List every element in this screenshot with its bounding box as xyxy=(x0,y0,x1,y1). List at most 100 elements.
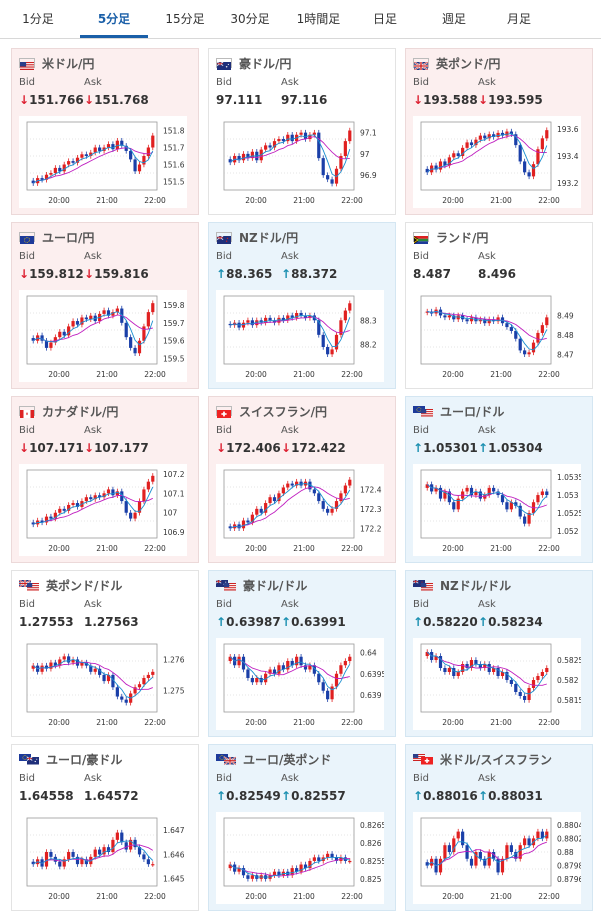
moving-average-line xyxy=(426,134,547,173)
tab-1[interactable]: 5分足 xyxy=(80,0,148,38)
bid-value-text: 172.406 xyxy=(226,441,281,455)
rate-card[interactable]: 米ドル/円 Bid Ask ↓151.766 ↓151.768 151.8 151.7 151… xyxy=(11,48,199,215)
moving-average-short-line xyxy=(33,486,154,525)
candle-body xyxy=(496,491,500,496)
candle-body xyxy=(540,491,544,496)
x-tick-label: 22:00 xyxy=(144,892,166,901)
pair-title[interactable]: 豪ドル/ドル xyxy=(215,578,307,593)
candle-body xyxy=(518,692,522,696)
ask-label: Ask xyxy=(281,425,299,436)
candle-body xyxy=(40,178,44,180)
trend-arrow-icon: ↑ xyxy=(216,267,227,281)
candle-body xyxy=(98,668,102,675)
candle-body xyxy=(241,153,246,161)
candle-body xyxy=(286,134,290,142)
candle-body xyxy=(53,512,57,519)
candle-body xyxy=(237,156,241,161)
candle-body xyxy=(89,152,93,156)
tab-4[interactable]: 1時間足 xyxy=(296,12,341,26)
rate-card[interactable]: カナダドル/円 Bid Ask ↓107.171 ↓107.177 107.2 107.1 1… xyxy=(11,396,199,563)
pair-title[interactable]: 米ドル/スイスフラン xyxy=(413,752,553,767)
tab-7[interactable]: 月足 xyxy=(506,12,531,26)
candle-body xyxy=(53,337,57,343)
rate-card[interactable]: 米ドル/スイスフラン Bid Ask ↑0.88016 ↑0.88031 0.8804 0.… xyxy=(405,744,593,911)
pair-title[interactable]: 英ポンド/円 xyxy=(413,56,500,71)
candle-body xyxy=(290,134,294,142)
chart-svg: 172.4 172.3 172.2 20:00 21:00 22:00 xyxy=(223,469,382,553)
candle-body xyxy=(308,481,312,490)
moving-average-short-line xyxy=(427,311,548,351)
tab-3[interactable]: 30分足 xyxy=(230,12,270,26)
ask-value-text: 8.496 xyxy=(478,267,516,281)
rate-card[interactable]: ユーロ/円 Bid Ask ↓159.812 ↓159.816 159.8 159.7 159… xyxy=(11,222,199,389)
tab-6[interactable]: 週足 xyxy=(441,12,466,26)
pair-title[interactable]: ユーロ/円 xyxy=(19,230,94,245)
pair-title[interactable]: スイスフラン/円 xyxy=(216,404,327,419)
rate-card[interactable]: スイスフラン/円 Bid Ask ↓172.406 ↓172.422 172.4 172.3… xyxy=(208,396,396,563)
y-tick-label: 172.4 xyxy=(360,485,382,494)
pair-title[interactable]: ユーロ/豪ドル xyxy=(19,752,122,767)
candle-body xyxy=(303,864,308,869)
rate-card[interactable]: NZドル/円 Bid Ask ↑88.365 ↑88.372 88.3 88.2 20:00 2… xyxy=(208,222,396,389)
bid-label: Bid xyxy=(216,77,232,88)
candle-body xyxy=(89,315,93,320)
bid-value-text: 193.588 xyxy=(423,93,478,107)
rate-card[interactable]: 英ポンド/ドル Bid Ask 1.27553 1.27563 1.276 1.275 20:… xyxy=(11,570,199,737)
y-tick-label: 1.647 xyxy=(163,826,185,835)
rate-card[interactable]: ユーロ/英ポンド Bid Ask ↑0.82549 ↑0.82557 0.8265 0.82… xyxy=(208,744,396,911)
tab-2[interactable]: 15分足 xyxy=(165,12,205,26)
candle-body xyxy=(44,852,49,867)
moving-average-short-line xyxy=(32,311,154,346)
y-tick-label: 0.8804 xyxy=(557,821,581,830)
y-tick-label: 0.8798 xyxy=(557,862,581,871)
candle-body xyxy=(268,669,272,674)
pair-title[interactable]: ランド/円 xyxy=(413,230,488,245)
candle-body xyxy=(518,145,522,162)
ask-label: Ask xyxy=(478,251,496,262)
pair-title[interactable]: カナダドル/円 xyxy=(19,404,118,419)
bid-value-text: 0.88016 xyxy=(423,789,478,803)
tab-0[interactable]: 1分足 xyxy=(22,12,54,26)
rate-card[interactable]: ユーロ/ドル Bid Ask ↑1.05301 ↑1.05304 1.0535 1.053 1… xyxy=(405,396,593,563)
candle-body xyxy=(290,315,294,318)
x-tick-label: 22:00 xyxy=(538,892,560,901)
candle-body xyxy=(523,350,527,355)
price-chart: 151.8 151.7 151.6 151.5 20:00 21:00 22:00 xyxy=(19,116,187,208)
pair-title-text: 米ドル/スイスフラン xyxy=(440,752,553,767)
rate-card[interactable]: 豪ドル/円 Bid Ask 97.111 97.116 97.1 97 96.9 20:00 21… xyxy=(208,48,396,215)
rate-card[interactable]: NZドル/ドル Bid Ask ↑0.58220 ↑0.58234 0.5825 0.582… xyxy=(405,570,593,737)
rate-card[interactable]: 豪ドル/ドル Bid Ask ↑0.63987 ↑0.63991 0.64 0.6395 0.… xyxy=(208,570,396,737)
candle-body xyxy=(483,319,487,324)
candle-body xyxy=(111,144,115,150)
candle-body xyxy=(531,680,536,688)
pair-title[interactable]: NZドル/ドル xyxy=(412,578,511,593)
rate-card[interactable]: 英ポンド/円 Bid Ask ↓193.588 ↓193.595 193.6 193.4 19… xyxy=(405,48,593,215)
candle-body xyxy=(120,140,124,146)
pair-title[interactable]: NZドル/円 xyxy=(216,230,298,245)
pair-title[interactable]: ユーロ/英ポンド xyxy=(216,752,331,767)
y-tick-label: 0.8255 xyxy=(360,857,384,866)
candle-body xyxy=(58,659,62,666)
candle-body xyxy=(447,845,451,852)
bid-value: ↓151.766 xyxy=(19,93,84,107)
ask-value: ↑0.58234 xyxy=(478,615,543,629)
pair-title[interactable]: ユーロ/ドル xyxy=(413,404,504,419)
rate-card[interactable]: ランド/円 Bid Ask 8.487 8.496 8.49 8.48 8.47 20:00 21… xyxy=(405,222,593,389)
candle-body xyxy=(75,157,80,163)
pair-title[interactable]: 豪ドル/円 xyxy=(216,56,291,71)
candle-body xyxy=(492,487,496,492)
price-chart: 0.8804 0.8802 0.88 0.8798 0.8796 20:00 21:00 22… xyxy=(413,812,583,904)
ask-value-text: 0.63991 xyxy=(291,615,346,629)
pair-title[interactable]: 英ポンド/ドル xyxy=(18,578,122,593)
moving-average-short-line xyxy=(32,144,154,184)
candle-body xyxy=(58,508,62,513)
candle-body xyxy=(343,310,347,321)
candle-body xyxy=(500,672,505,676)
trend-arrow-icon: ↑ xyxy=(478,789,489,803)
pair-title[interactable]: 米ドル/円 xyxy=(19,56,94,71)
candle-body xyxy=(438,487,443,499)
candle-body xyxy=(348,130,352,142)
tab-5[interactable]: 日足 xyxy=(372,12,397,26)
candle-body xyxy=(500,132,505,136)
rate-card[interactable]: ユーロ/豪ドル Bid Ask 1.64558 1.64572 1.647 1.646 1.6… xyxy=(11,744,199,911)
